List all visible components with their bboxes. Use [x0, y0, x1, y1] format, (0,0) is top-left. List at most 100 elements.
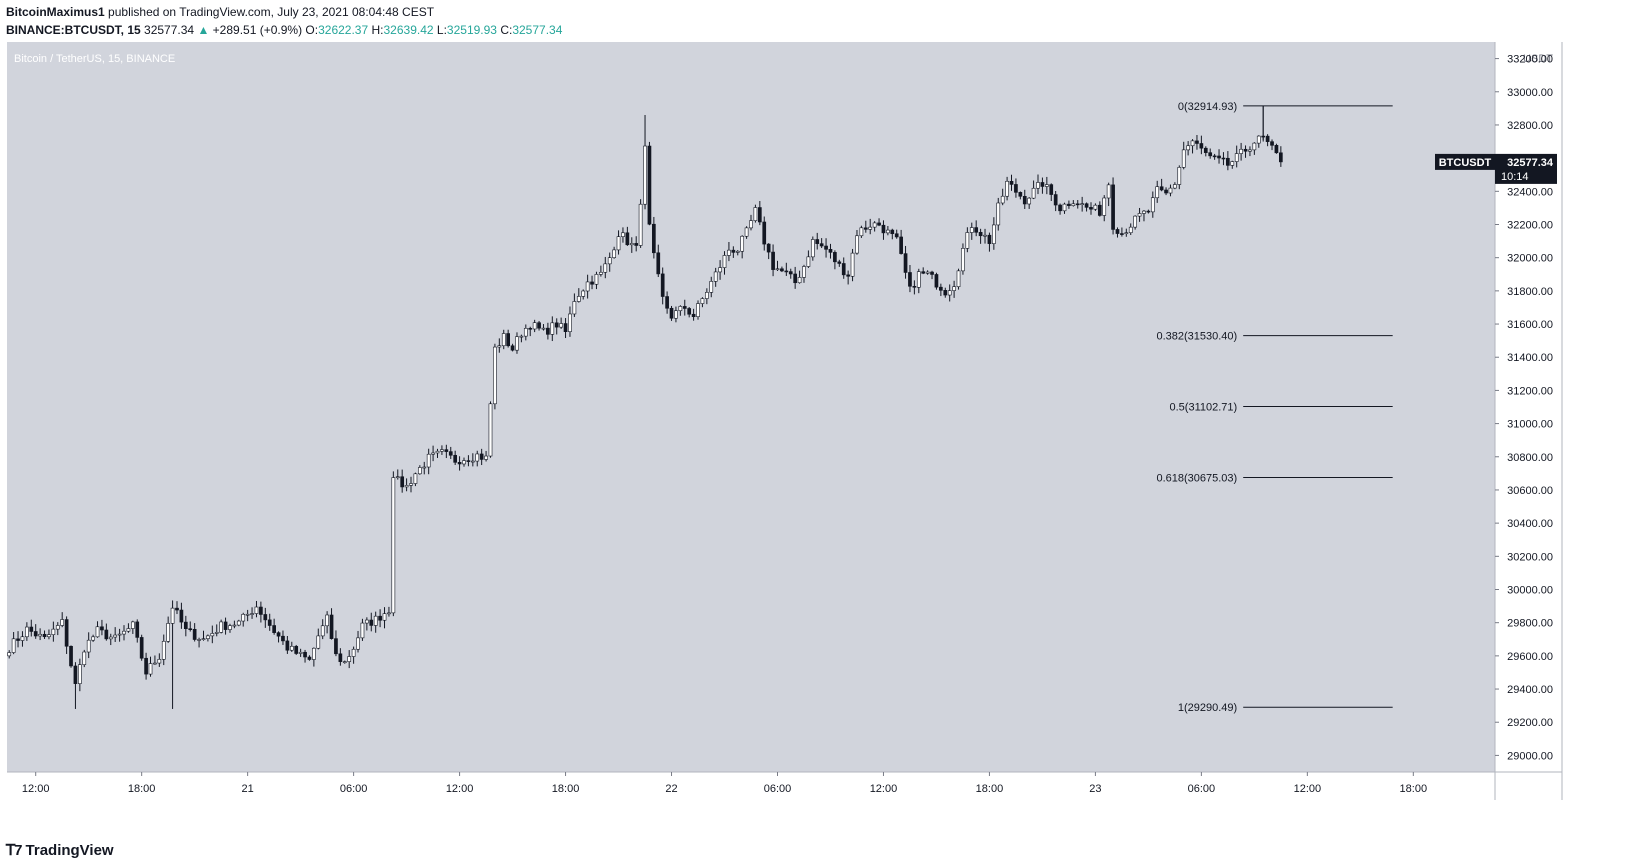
candle-body: [470, 460, 475, 463]
candle-body: [1009, 180, 1014, 185]
candle-body: [846, 274, 850, 277]
candle-body: [16, 638, 20, 641]
candle-body: [51, 628, 56, 635]
candle-body: [930, 271, 934, 275]
candle-body: [894, 233, 899, 238]
y-tick-label: 33200.00: [1507, 54, 1553, 66]
candle-body: [1084, 203, 1089, 208]
candle-body: [806, 256, 811, 267]
candle-body: [259, 606, 263, 615]
open-label: O:: [305, 23, 319, 37]
candle-body: [1177, 167, 1182, 185]
candle-body: [541, 327, 546, 330]
candle-body: [872, 222, 877, 228]
candle-body: [20, 636, 25, 641]
candle-body: [961, 248, 965, 272]
candle-body: [850, 252, 855, 277]
candle-body: [33, 631, 38, 637]
candle-body: [682, 306, 687, 309]
x-tick-label: 06:00: [1188, 783, 1216, 795]
candle-body: [784, 270, 789, 273]
candle-body: [108, 636, 113, 640]
x-tick-label: 21: [242, 783, 254, 795]
candle-body: [365, 619, 369, 624]
candle-body: [161, 640, 166, 660]
candle-body: [987, 234, 992, 244]
brand-name: TradingView: [25, 841, 114, 859]
y-tick-label: 29400.00: [1507, 684, 1553, 696]
candle-body: [559, 323, 563, 328]
candle-body: [744, 227, 749, 237]
candle-body: [1005, 180, 1009, 197]
y-tick-label: 29200.00: [1507, 717, 1553, 729]
candle-body: [762, 221, 767, 245]
candle-body: [1230, 161, 1235, 166]
symbol-label: BINANCE:BTCUSDT, 15: [6, 23, 141, 37]
candle-body: [519, 335, 524, 338]
candle-body: [135, 621, 140, 638]
candle-body: [1044, 184, 1049, 187]
candle-body: [42, 633, 47, 638]
candle-body: [157, 659, 162, 664]
candle-body: [501, 333, 506, 347]
y-tick-label: 31800.00: [1507, 286, 1553, 298]
candle-body: [431, 452, 435, 455]
y-tick-label: 32200.00: [1507, 220, 1553, 232]
candle-body: [647, 145, 652, 225]
candle-body: [607, 257, 612, 265]
y-tick-label: 29600.00: [1507, 651, 1553, 663]
candle-body: [47, 634, 51, 638]
y-tick-label: 29800.00: [1507, 618, 1553, 630]
candle-body: [1274, 145, 1279, 154]
candle-body: [320, 625, 325, 637]
candle-body: [148, 663, 153, 675]
candle-body: [170, 607, 175, 624]
candle-body: [956, 270, 961, 288]
candle-body: [775, 268, 780, 271]
candle-body: [1252, 142, 1257, 151]
candle-body: [1248, 149, 1252, 152]
high-label: H:: [371, 23, 384, 37]
candle-body: [144, 657, 148, 675]
candle-body: [1208, 152, 1213, 157]
candle-body: [25, 626, 29, 638]
candle-body: [506, 333, 510, 347]
candle-body: [634, 243, 639, 246]
candle-body: [1128, 226, 1133, 234]
candle-body: [325, 614, 329, 627]
candle-body: [493, 346, 497, 405]
candle-body: [886, 229, 890, 234]
low-label: L:: [436, 23, 447, 37]
candle-body: [139, 637, 144, 659]
author-name[interactable]: BitcoinMaximus1: [6, 5, 105, 19]
candle-body: [356, 637, 360, 650]
last-price-tag: [1495, 153, 1557, 184]
candle-body: [440, 449, 444, 452]
candle-body: [1146, 210, 1151, 213]
candle-body: [236, 620, 241, 626]
x-tick-label: 23: [1089, 783, 1101, 795]
candle-body: [731, 249, 736, 253]
candle-body: [713, 271, 718, 282]
candle-body: [369, 619, 374, 626]
tradingview-footer[interactable]: ꓔ7 TradingView: [6, 841, 114, 860]
candle-body: [824, 245, 828, 250]
candle-body: [289, 645, 294, 651]
candle-body: [1097, 204, 1102, 216]
publish-line: BitcoinMaximus1 published on TradingView…: [6, 3, 562, 21]
candle-body: [206, 635, 210, 639]
candle-body: [965, 232, 970, 249]
x-tick-label: 06:00: [340, 783, 368, 795]
candle-body: [197, 639, 201, 641]
candle-body: [881, 224, 886, 234]
candle-body: [223, 621, 228, 630]
candle-body: [422, 466, 427, 469]
candle-body: [409, 483, 413, 486]
candle-body: [60, 619, 65, 626]
candle-body: [550, 322, 555, 335]
candle-body: [908, 272, 912, 287]
candle-body: [351, 648, 356, 657]
y-tick-label: 30400.00: [1507, 518, 1553, 530]
candle-body: [245, 613, 250, 616]
